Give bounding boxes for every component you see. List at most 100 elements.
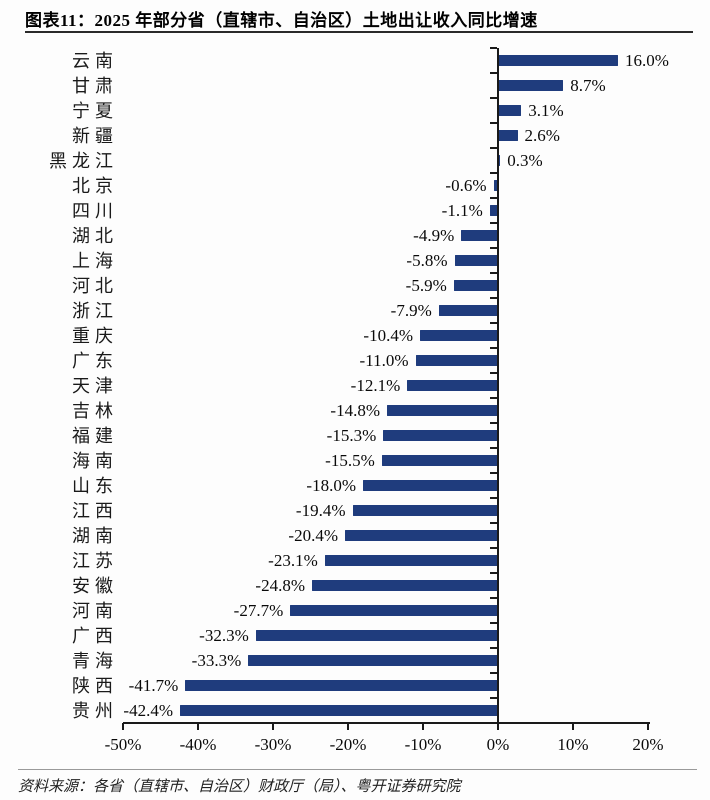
category-label: 广西 — [72, 625, 118, 646]
y-axis-tick — [490, 622, 497, 624]
y-axis-tick — [490, 597, 497, 599]
value-label: -5.9% — [405, 275, 447, 295]
bar — [415, 355, 498, 366]
bar — [438, 305, 498, 316]
category-label: 湖北 — [72, 225, 118, 246]
category-label: 新疆 — [72, 125, 118, 146]
category-label: 江苏 — [72, 550, 118, 571]
value-label: -15.3% — [326, 425, 377, 445]
value-label: -32.3% — [199, 625, 249, 645]
x-axis-line — [123, 722, 650, 724]
bar — [461, 230, 498, 241]
category-label: 海南 — [72, 450, 118, 471]
value-label: 2.6% — [524, 125, 560, 145]
value-label: -4.9% — [413, 225, 455, 245]
y-axis-tick — [490, 172, 497, 174]
bar — [387, 405, 498, 416]
y-axis-tick — [490, 72, 497, 74]
x-axis-tick — [272, 723, 274, 730]
category-label: 江西 — [72, 500, 118, 521]
category-label: 河南 — [72, 600, 118, 621]
footer-divider — [18, 769, 697, 770]
category-label: 湖南 — [72, 525, 118, 546]
bar — [363, 480, 498, 491]
category-label: 宁夏 — [72, 100, 118, 121]
bar — [498, 80, 564, 91]
value-label: -0.6% — [445, 175, 487, 195]
bar — [489, 205, 498, 216]
bar — [352, 505, 498, 516]
bar — [312, 580, 498, 591]
x-axis-tick — [422, 723, 424, 730]
category-label: 甘肃 — [72, 75, 118, 96]
value-label: 3.1% — [528, 100, 564, 120]
value-label: -14.8% — [330, 400, 380, 420]
value-label: -15.5% — [325, 450, 375, 470]
value-label: -20.4% — [288, 525, 338, 545]
y-axis-tick — [490, 447, 497, 449]
y-axis-tick — [490, 697, 497, 699]
y-axis-tick — [490, 647, 497, 649]
value-label: -24.8% — [255, 575, 305, 595]
bar — [185, 680, 498, 691]
category-label: 重庆 — [72, 325, 118, 346]
x-tick-label: 10% — [557, 735, 589, 754]
y-axis-tick — [490, 522, 497, 524]
category-label: 北京 — [72, 175, 118, 196]
category-label: 广东 — [72, 350, 118, 371]
category-label: 四川 — [72, 200, 118, 221]
x-tick-label: 0% — [486, 735, 510, 754]
category-label: 陕西 — [72, 675, 118, 696]
bar — [407, 380, 498, 391]
value-label: -1.1% — [441, 200, 483, 220]
zero-axis-line — [497, 48, 499, 723]
y-axis-tick — [490, 472, 497, 474]
bar — [383, 430, 498, 441]
value-label: 0.3% — [507, 150, 543, 170]
y-axis-tick — [490, 97, 497, 99]
category-label: 河北 — [72, 275, 118, 296]
y-axis-tick — [490, 197, 497, 199]
category-label: 山东 — [72, 475, 118, 496]
x-axis-tick — [572, 723, 574, 730]
value-label: -12.1% — [350, 375, 401, 395]
value-label: 16.0% — [625, 50, 669, 70]
value-label: -23.1% — [268, 550, 318, 570]
x-axis-tick — [647, 723, 649, 730]
x-tick-label: -10% — [404, 735, 442, 754]
y-axis-tick — [490, 47, 497, 49]
y-axis-tick — [490, 122, 497, 124]
y-axis-tick — [490, 422, 497, 424]
bar — [255, 630, 498, 641]
value-label: -18.0% — [306, 475, 356, 495]
bar — [498, 130, 518, 141]
bar — [453, 280, 498, 291]
y-axis-tick — [490, 222, 497, 224]
x-tick-label: -50% — [104, 735, 142, 754]
bar — [180, 705, 498, 716]
category-label: 上海 — [72, 250, 118, 271]
bar — [345, 530, 498, 541]
category-label: 黑龙江 — [49, 150, 118, 171]
figure-source: 资料来源：各省（直辖市、自治区）财政厅（局）、粤开证券研究院 — [18, 779, 461, 795]
bar — [248, 655, 498, 666]
bar — [381, 455, 498, 466]
y-axis-tick — [490, 572, 497, 574]
bar — [498, 155, 501, 166]
x-axis-tick — [122, 723, 124, 730]
value-label: 8.7% — [570, 75, 606, 95]
bar — [324, 555, 498, 566]
y-axis-tick — [490, 397, 497, 399]
value-label: -7.9% — [390, 300, 432, 320]
category-label: 安徽 — [72, 575, 118, 596]
y-axis-tick — [490, 272, 497, 274]
x-axis-tick — [497, 723, 499, 730]
bar — [498, 105, 522, 116]
category-label: 福建 — [72, 425, 118, 446]
category-label: 吉林 — [72, 400, 118, 421]
value-label: -42.4% — [123, 700, 173, 720]
value-label: -27.7% — [233, 600, 284, 620]
x-tick-label: -40% — [179, 735, 217, 754]
y-axis-tick — [490, 347, 497, 349]
